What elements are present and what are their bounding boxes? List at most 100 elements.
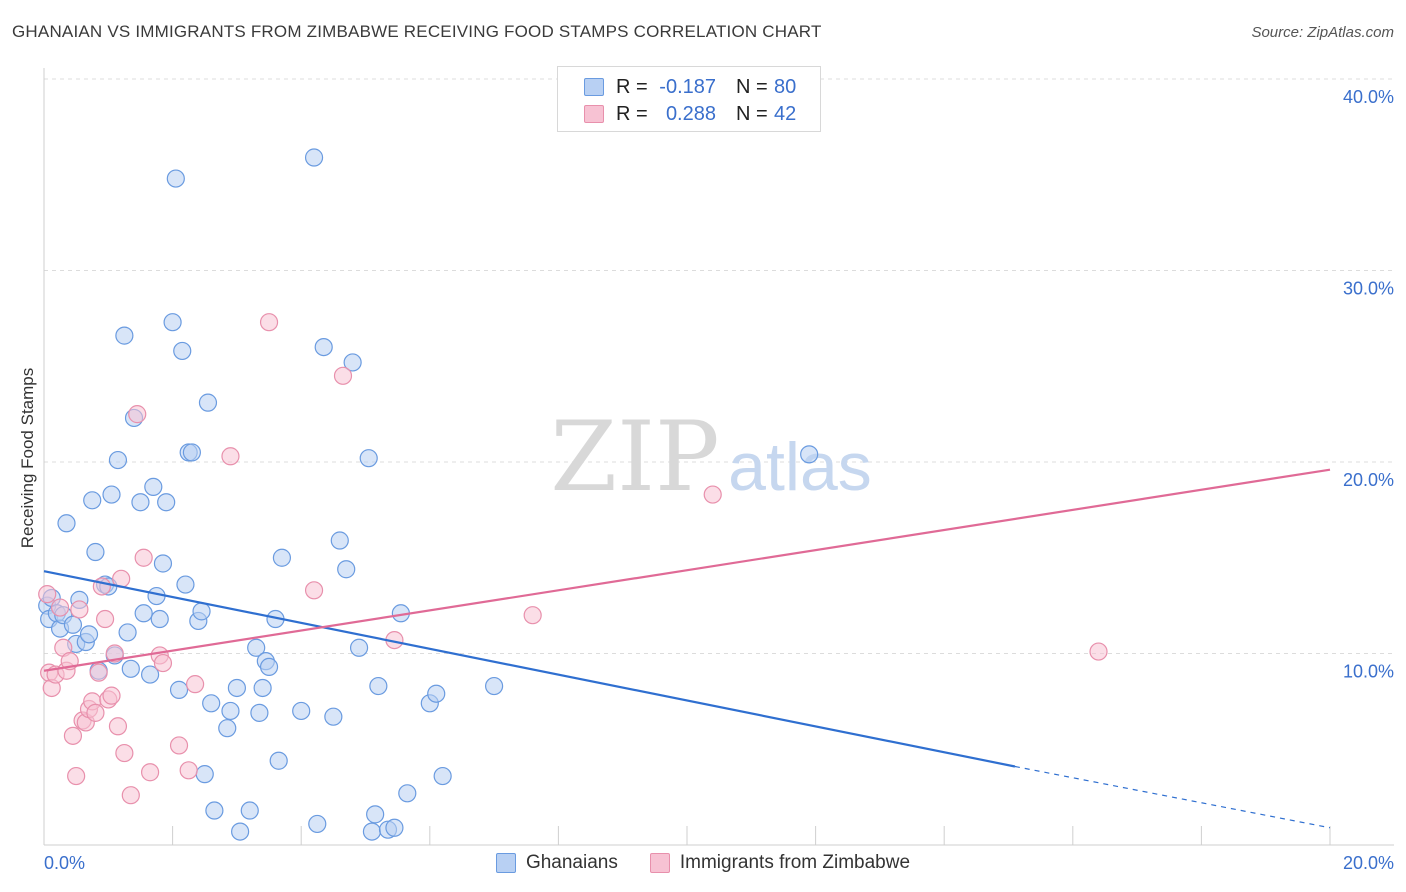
point-ghanaian [349, 638, 369, 657]
point-ghanaian [343, 353, 362, 372]
point-zimbabwe [333, 366, 353, 385]
point-ghanaian [202, 694, 221, 713]
point-ghanaian [800, 445, 819, 464]
point-ghanaian [221, 701, 240, 721]
y-tick-label: 30.0% [1343, 279, 1394, 299]
point-zimbabwe [108, 717, 128, 736]
point-ghanaian [121, 659, 140, 678]
point-ghanaian [227, 678, 246, 698]
point-ghanaian [86, 542, 105, 562]
y-tick-label: 40.0% [1343, 87, 1394, 107]
point-ghanaian [324, 707, 343, 726]
point-zimbabwe [102, 686, 121, 705]
point-zimbabwe [221, 447, 240, 466]
point-ghanaian [247, 638, 266, 657]
point-zimbabwe [95, 609, 115, 629]
axes [43, 68, 1394, 846]
point-zimbabwe [153, 653, 173, 673]
series-legend: Ghanaians Immigrants from Zimbabwe [0, 852, 1406, 874]
tick-labels: 10.0% 20.0% 30.0% 40.0% 0.0% 20.0% [44, 87, 1394, 873]
point-ghanaian [433, 766, 452, 786]
point-ghanaian [182, 443, 201, 462]
point-ghanaian [362, 822, 382, 841]
legend-swatch-zimbabwe [649, 853, 670, 873]
point-ghanaian [366, 805, 385, 824]
point-zimbabwe [115, 743, 134, 763]
point-ghanaian [63, 615, 83, 634]
legend-n-value: 80 [774, 75, 797, 98]
point-ghanaian [240, 801, 259, 820]
point-ghanaian [102, 485, 121, 504]
point-zimbabwe [128, 405, 147, 424]
trend-line-ghanaians [43, 570, 1016, 768]
point-ghanaian [79, 625, 99, 644]
legend-r-label: R = [616, 102, 648, 125]
watermark-zip: ZIP [550, 401, 719, 513]
point-ghanaian [144, 477, 163, 496]
point-ghanaian [314, 338, 333, 357]
point-ghanaian [485, 676, 504, 696]
legend-item-zimbabwe[interactable]: Immigrants from Zimbabwe [649, 852, 911, 874]
point-ghanaian [131, 493, 150, 512]
point-ghanaian [427, 684, 446, 703]
point-ghanaian [198, 393, 218, 412]
legend-n-value: 42 [774, 102, 797, 125]
legend-swatch-ghanaians [495, 853, 516, 873]
point-zimbabwe [259, 313, 279, 332]
y-tick-label: 10.0% [1343, 662, 1394, 682]
point-ghanaian [163, 313, 182, 332]
point-ghanaian [304, 148, 324, 167]
point-zimbabwe [86, 703, 105, 722]
x-tick-label: 0.0% [44, 853, 85, 873]
point-ghanaian [398, 784, 417, 803]
legend-r-value: 0.288 [665, 102, 716, 125]
trend-line-ghanaians-extrapolated [1014, 765, 1331, 829]
legend-item-ghanaians[interactable]: Ghanaians [495, 852, 618, 874]
point-ghanaian [308, 814, 327, 834]
point-ghanaian [83, 491, 102, 510]
gridlines [44, 78, 1394, 654]
point-ghanaian [250, 703, 269, 722]
point-ghanaian [385, 818, 404, 837]
trend-lines [43, 468, 1331, 829]
point-zimbabwe [179, 761, 198, 780]
point-zimbabwe [70, 600, 89, 619]
trend-line-zimbabwe [43, 468, 1331, 672]
point-ghanaian [169, 680, 189, 699]
point-zimbabwe [50, 598, 70, 617]
legend-label-ghanaians: Ghanaians [525, 852, 618, 873]
point-ghanaian [253, 678, 272, 698]
point-zimbabwe [134, 548, 153, 567]
point-ghanaian [369, 676, 388, 696]
point-ghanaian [269, 751, 288, 770]
chart-source: Source: ZipAtlas.com [1251, 24, 1394, 41]
watermark-atlas: atlas [728, 429, 872, 505]
point-ghanaian [157, 493, 176, 512]
point-ghanaian [108, 450, 128, 470]
point-ghanaian [259, 657, 279, 677]
point-zimbabwe [169, 736, 189, 755]
point-ghanaian [205, 801, 224, 820]
legend-n-label: N = [736, 102, 768, 125]
x-tick-label: 20.0% [1343, 853, 1394, 873]
point-zimbabwe [38, 585, 57, 604]
point-zimbabwe [1089, 642, 1108, 661]
point-ghanaian [176, 575, 195, 594]
point-ghanaian [134, 604, 153, 623]
point-zimbabwe [140, 763, 160, 782]
legend-swatch-pink [584, 105, 604, 123]
point-ghanaian [195, 765, 214, 784]
correlation-legend: R = -0.187 N = 80 R = 0.288 N = 42 [557, 66, 821, 132]
point-ghanaian [173, 341, 192, 361]
point-zimbabwe [89, 663, 108, 682]
legend-r-value: -0.187 [659, 75, 716, 98]
point-zimbabwe [63, 726, 83, 745]
point-ghanaian [231, 822, 250, 841]
point-ghanaian [166, 169, 185, 188]
point-ghanaian [57, 514, 76, 533]
point-ghanaian [330, 531, 349, 550]
legend-label-zimbabwe: Immigrants from Zimbabwe [679, 852, 911, 873]
y-tick-label: 20.0% [1343, 470, 1394, 490]
point-ghanaian [272, 548, 292, 567]
